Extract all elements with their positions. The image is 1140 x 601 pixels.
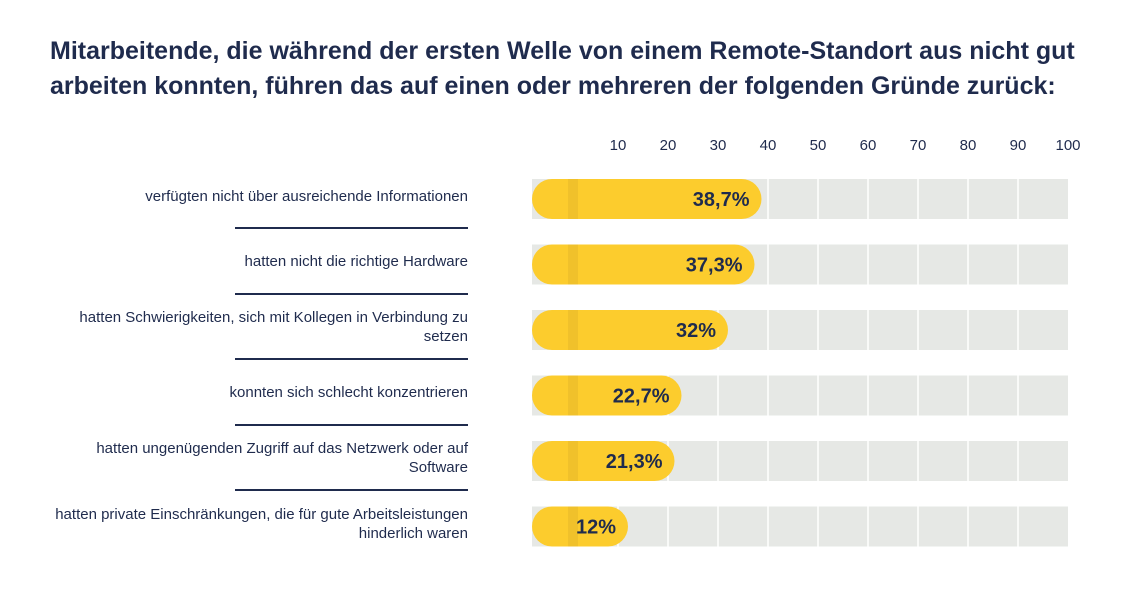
category-label: hatten ungenügenden Zugriff auf das Netz…	[96, 440, 468, 476]
category-label: hatten nicht die richtige Hardware	[244, 253, 468, 270]
bar	[532, 506, 628, 547]
value-label: 37,3%	[686, 255, 743, 277]
chart-title: Mitarbeitende, die während der ersten We…	[50, 37, 1075, 100]
bar-shadow	[568, 244, 578, 285]
label-separator	[235, 358, 468, 360]
x-tick-label: 90	[1010, 137, 1027, 154]
category-label: hatten Schwierigkeiten, sich mit Kollege…	[79, 309, 468, 345]
x-tick-label: 30	[710, 137, 727, 154]
value-label: 12%	[576, 517, 616, 539]
label-separator	[235, 423, 468, 426]
value-label: 21,3%	[606, 451, 663, 473]
value-label: 22,7%	[613, 386, 670, 408]
label-separator	[235, 489, 468, 491]
bar-shadow	[568, 310, 578, 350]
bar-shadow	[568, 179, 578, 219]
x-tick-label: 100	[1055, 137, 1080, 154]
value-label: 32%	[676, 320, 716, 342]
x-tick-label: 60	[860, 137, 877, 154]
label-separator	[235, 292, 468, 295]
bar-shadow	[568, 375, 578, 416]
x-tick-label: 40	[760, 137, 777, 154]
bar	[532, 310, 728, 350]
category-label: hatten private Einschränkungen, die für …	[55, 505, 468, 542]
x-tick-label: 80	[960, 137, 977, 154]
value-label: 38,7%	[693, 189, 750, 211]
bar-shadow	[568, 506, 578, 547]
bar	[532, 179, 762, 219]
x-tick-label: 20	[660, 137, 677, 154]
category-label: verfügten nicht über ausreichende Inform…	[145, 187, 468, 205]
category-label: konnten sich schlecht konzentrieren	[229, 384, 468, 401]
bar-shadow	[568, 441, 578, 481]
x-tick-label: 50	[810, 137, 827, 154]
bar	[532, 441, 675, 481]
bar	[532, 244, 755, 285]
x-tick-label: 70	[910, 137, 927, 154]
x-tick-label: 10	[610, 137, 627, 154]
label-separator	[235, 227, 468, 229]
